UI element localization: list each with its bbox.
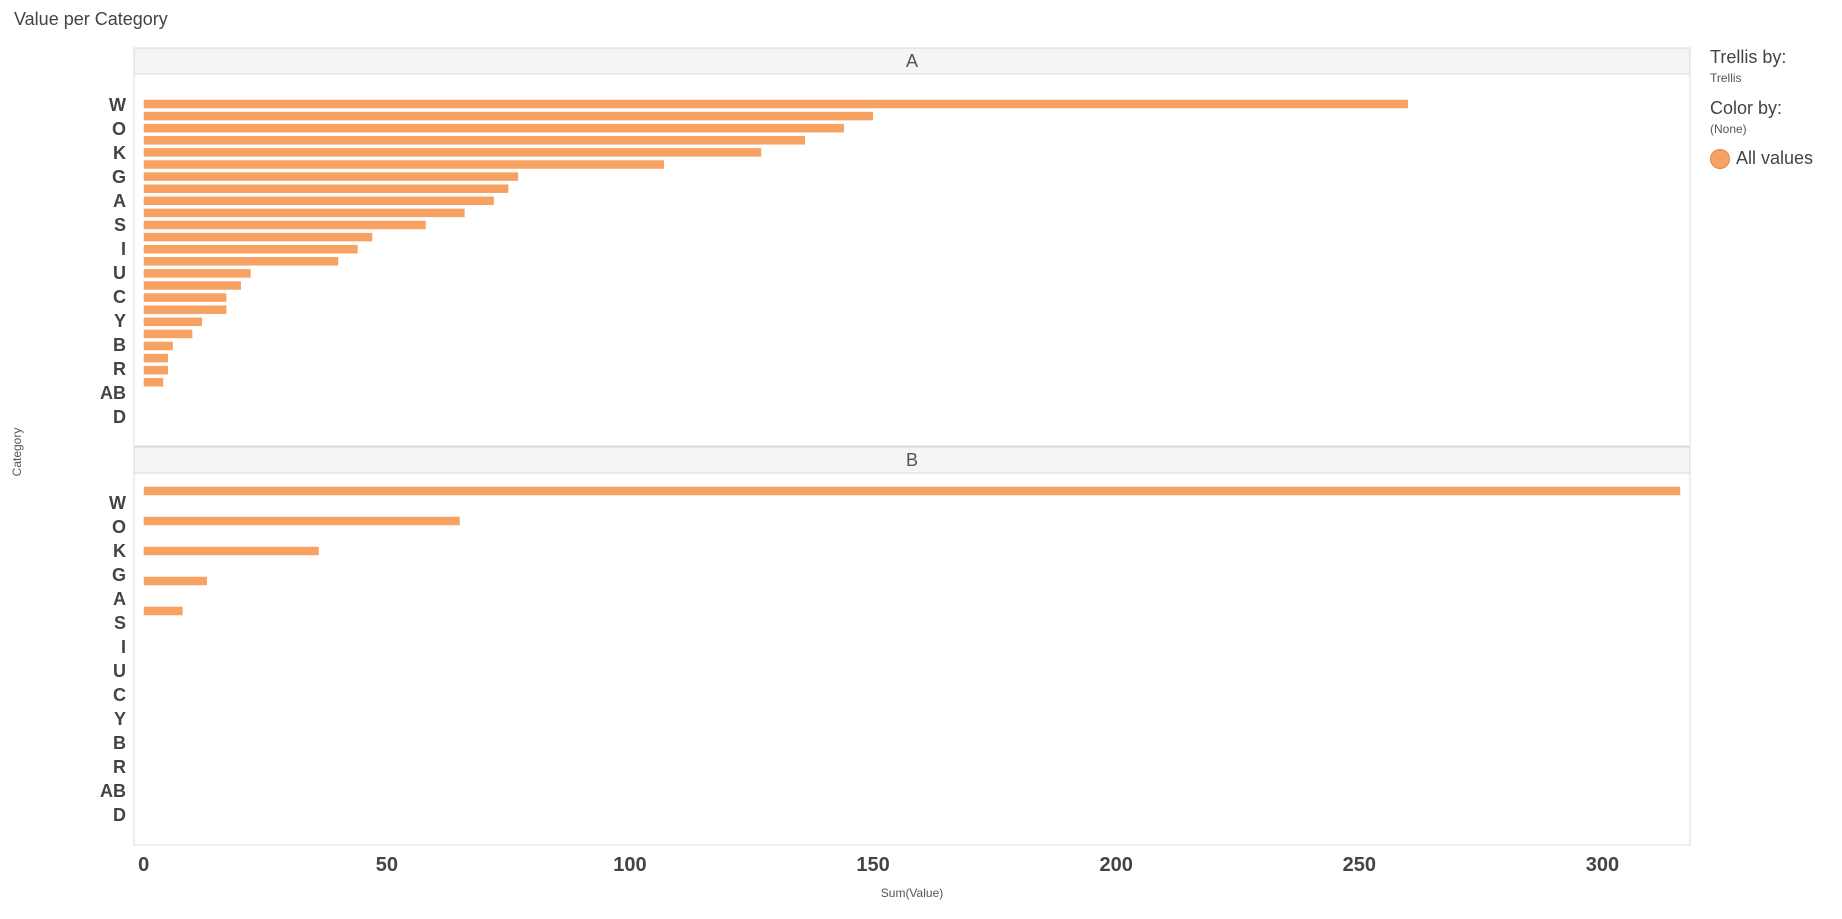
bar-A	[143, 244, 358, 254]
panel-frame-B	[133, 472, 1691, 846]
chart-title: Value per Category	[14, 9, 168, 29]
bar-A	[143, 184, 509, 193]
category-label: G	[112, 565, 126, 585]
legend-item-label: All values	[1736, 148, 1814, 168]
panel-header-A	[133, 47, 1691, 75]
category-label: W	[109, 493, 126, 513]
bar-A	[143, 208, 465, 218]
panel-header-B	[133, 446, 1691, 474]
category-label: D	[113, 805, 126, 825]
category-label: AB	[100, 383, 126, 403]
category-label: Y	[114, 709, 126, 729]
bar-A	[143, 305, 227, 314]
x-tick-label: 200	[1100, 854, 1133, 876]
category-label: B	[113, 335, 126, 355]
category-label: K	[113, 541, 126, 561]
legend-item-all-values[interactable]: All values	[1710, 148, 1840, 169]
bar-A	[143, 317, 203, 327]
bar-A	[143, 341, 173, 351]
x-tick-label: 50	[376, 854, 398, 876]
x-tick-label: 250	[1343, 854, 1376, 876]
category-label: R	[113, 359, 126, 379]
bar-A	[143, 160, 665, 169]
bar-B	[143, 546, 319, 556]
bar-B	[143, 486, 1681, 496]
category-label: B	[113, 733, 126, 753]
legend-panel: Trellis by: Trellis Color by: (None) All…	[1710, 46, 1840, 169]
trellis-by-heading: Trellis by:	[1710, 47, 1787, 67]
category-label: C	[113, 685, 126, 705]
category-label: W	[109, 95, 126, 115]
category-label: S	[114, 215, 126, 235]
y-axis-title: Category	[10, 428, 24, 477]
category-label: U	[113, 263, 126, 283]
panel-frame-A	[133, 73, 1691, 447]
x-tick-label: 150	[856, 854, 889, 876]
bar-A	[143, 172, 519, 181]
bar-A	[143, 329, 193, 339]
bar-A	[143, 269, 251, 278]
category-label: D	[113, 407, 126, 427]
bar-B	[143, 516, 460, 526]
legend-swatch-icon	[1710, 148, 1730, 169]
category-label: S	[114, 613, 126, 633]
panel-title-B: B	[906, 450, 918, 470]
category-label: G	[112, 167, 126, 187]
category-label: A	[113, 589, 126, 609]
bar-A	[143, 123, 844, 133]
category-label: A	[113, 191, 126, 211]
bar-A	[143, 220, 426, 230]
bar-B	[143, 606, 183, 616]
category-label: Y	[114, 311, 126, 331]
bar-B	[143, 576, 207, 586]
bar-A	[143, 111, 874, 121]
category-label: O	[112, 517, 126, 537]
bar-A	[143, 293, 227, 302]
category-label: AB	[100, 781, 126, 801]
category-label: U	[113, 661, 126, 681]
category-label: I	[121, 239, 126, 259]
bar-A	[143, 148, 762, 157]
x-axis-title: Sum(Value)	[881, 886, 943, 900]
category-label: K	[113, 143, 126, 163]
bar-A	[143, 257, 339, 266]
category-label: C	[113, 287, 126, 307]
bar-A	[143, 378, 164, 387]
bar-A	[143, 136, 806, 145]
category-label: O	[112, 119, 126, 139]
bar-A	[143, 196, 494, 206]
x-tick-label: 300	[1586, 854, 1619, 876]
color-by-value[interactable]: (None)	[1710, 122, 1747, 136]
panel-title-A: A	[906, 51, 918, 71]
bar-A	[143, 99, 1408, 109]
x-tick-label: 0	[138, 854, 149, 876]
category-label: I	[121, 637, 126, 657]
bar-A	[143, 353, 169, 363]
trellis-by-value[interactable]: Trellis	[1710, 71, 1742, 85]
bar-A	[143, 365, 169, 375]
category-label: R	[113, 757, 126, 777]
bar-A	[143, 281, 241, 290]
color-by-heading: Color by:	[1710, 98, 1783, 118]
bar-A	[143, 232, 373, 242]
x-tick-label: 100	[613, 854, 646, 876]
